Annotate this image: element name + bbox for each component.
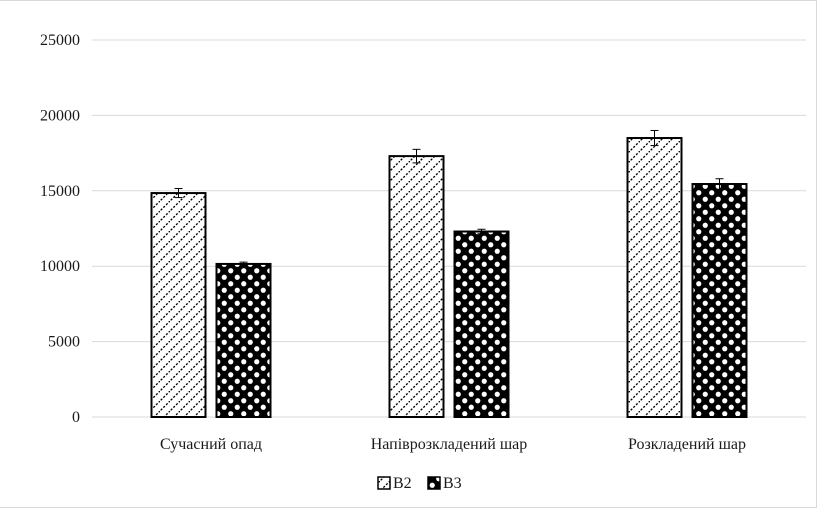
bar-b3 (691, 183, 748, 418)
bar-b2 (150, 192, 207, 418)
legend-label-b2: B2 (393, 475, 412, 492)
bar-b3 (453, 230, 510, 418)
y-tick-label: 25000 (40, 32, 80, 49)
y-tick-label: 15000 (40, 183, 80, 200)
gridlines (92, 39, 806, 418)
legend: B2 B3 (377, 475, 462, 492)
legend-swatch-b3 (427, 476, 441, 490)
legend-swatch-b2 (377, 476, 391, 490)
bar-b3 (215, 262, 272, 418)
bar-b2 (388, 155, 445, 418)
y-tick-label: 20000 (40, 107, 80, 124)
x-category-label: Сучасний опад (160, 436, 262, 453)
x-category-label: Розкладений шар (628, 436, 746, 453)
legend-label-b3: B3 (443, 475, 462, 492)
x-category-label: Напіврозкладений шар (371, 436, 528, 453)
bars (150, 129, 748, 419)
bar-b2 (626, 137, 683, 419)
y-tick-label: 5000 (48, 334, 80, 351)
y-axis-ticks: 0 5000 10000 15000 20000 25000 (40, 32, 80, 426)
y-tick-label: 0 (72, 409, 80, 426)
y-tick-label: 10000 (40, 258, 80, 275)
x-axis-categories: Сучасний опад Напіврозкладений шар Розклад… (160, 436, 746, 453)
